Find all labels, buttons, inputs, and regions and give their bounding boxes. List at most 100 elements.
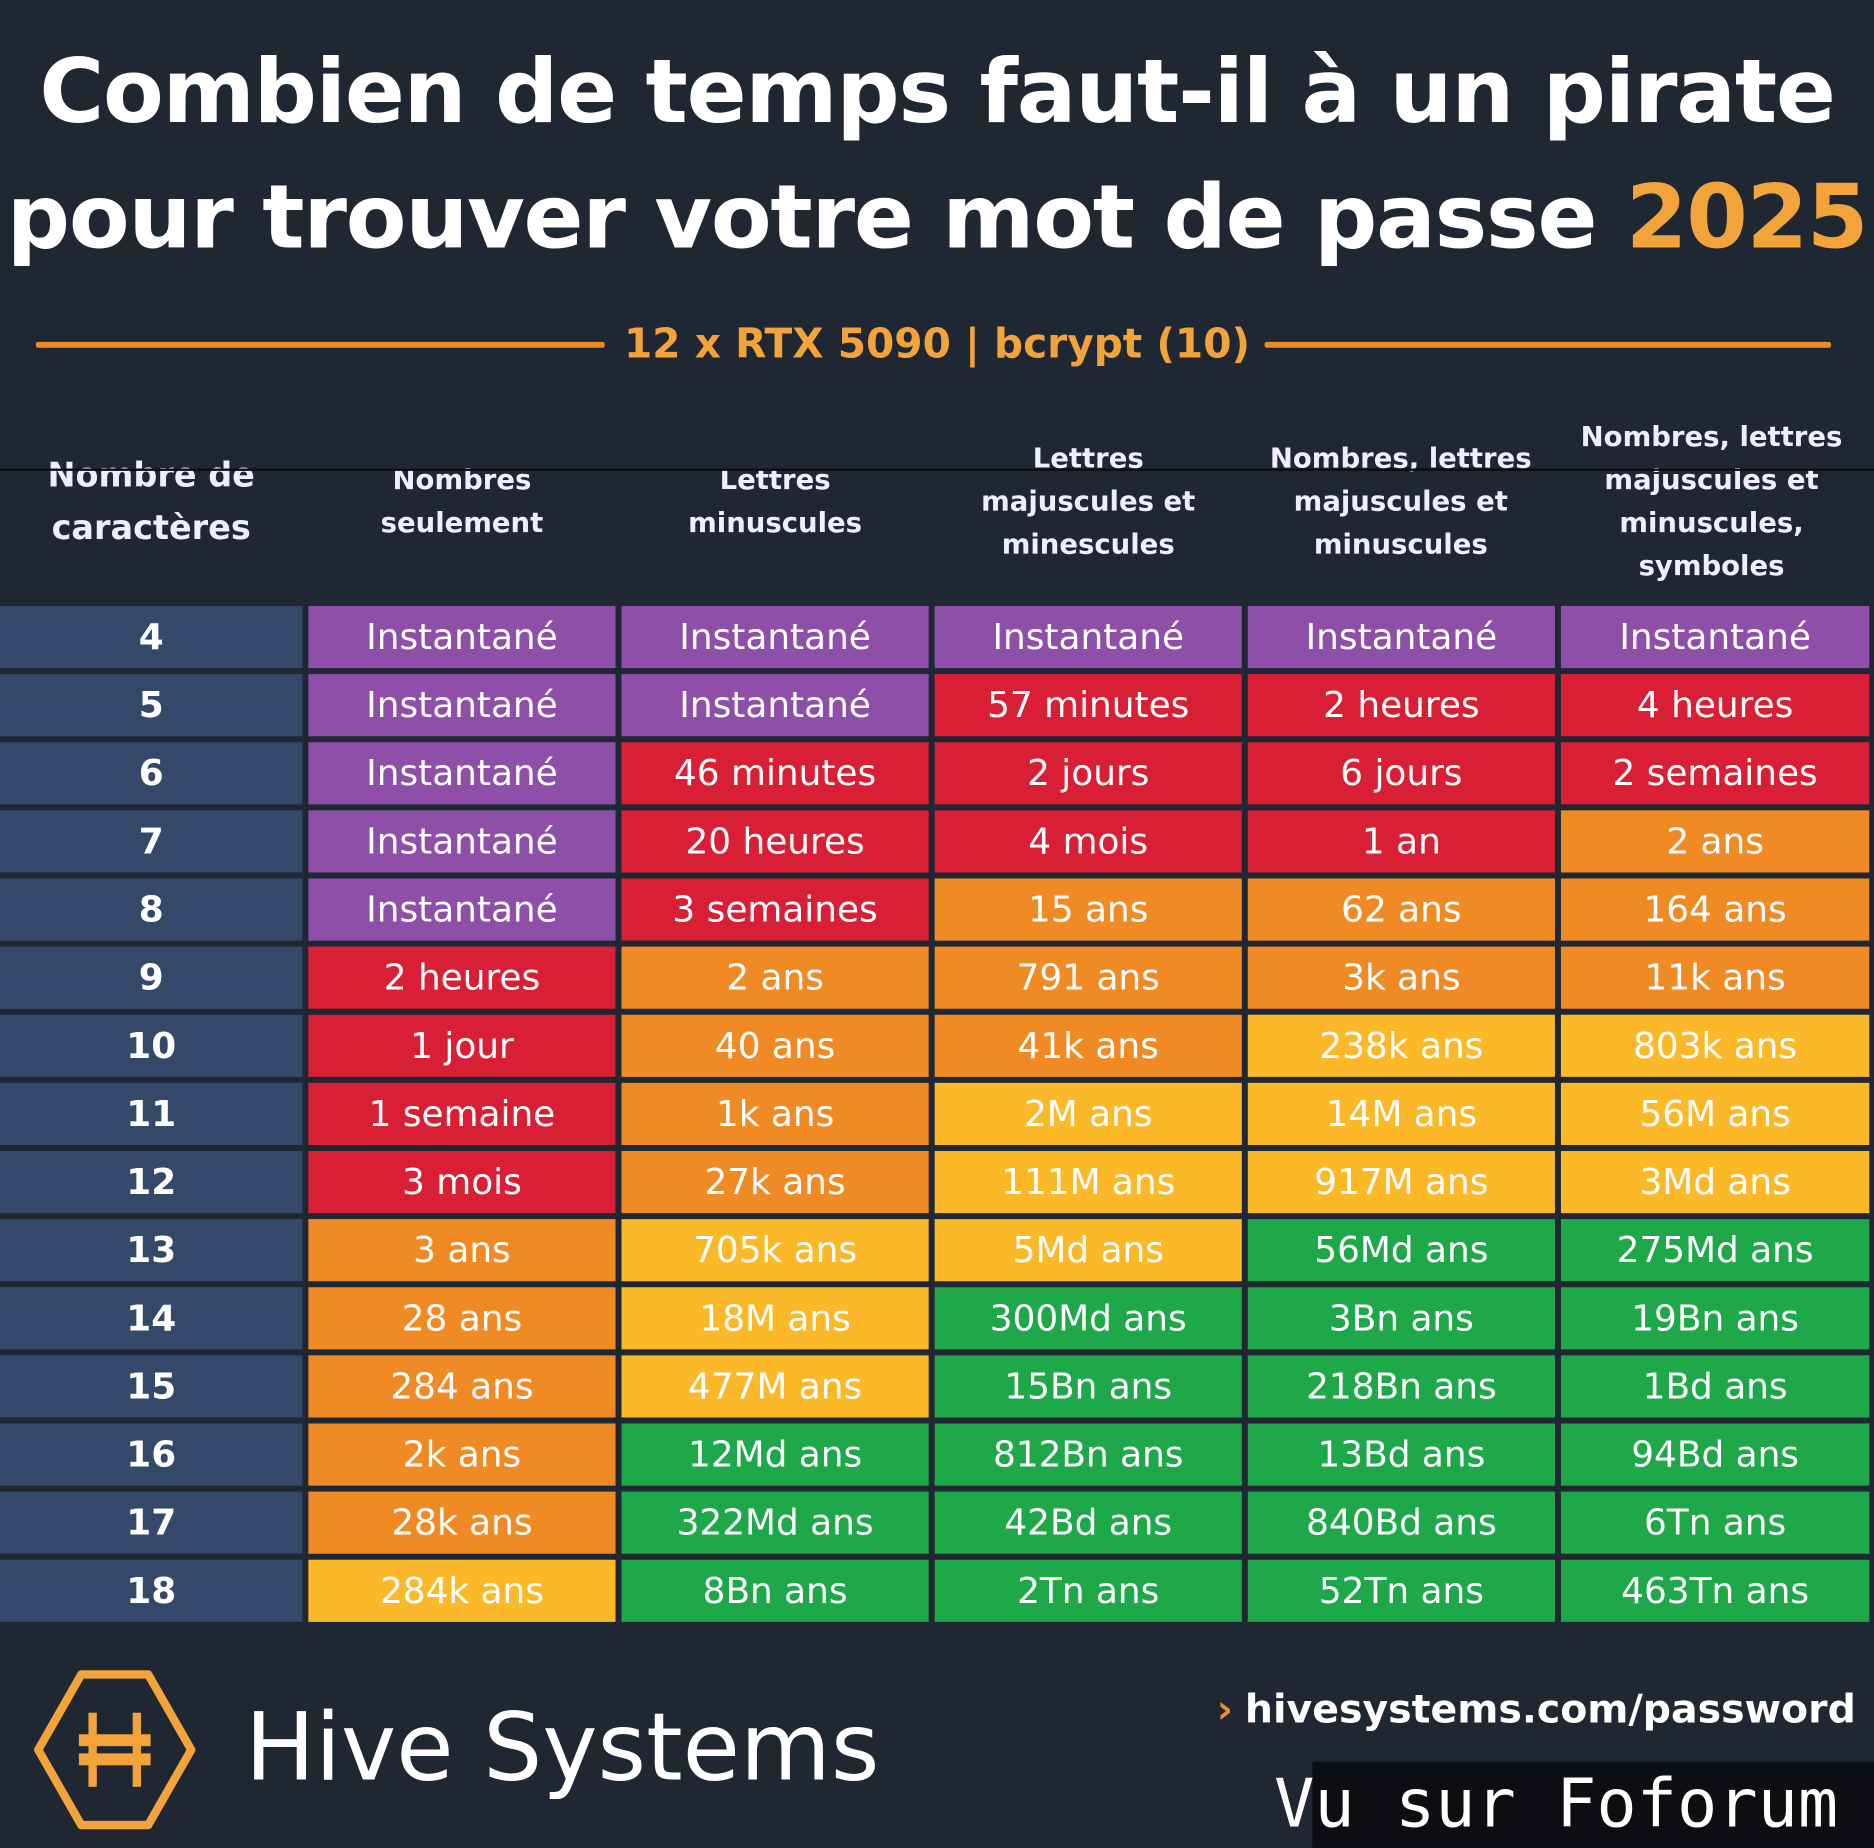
time-cell: 840Bd ans [1247,1491,1555,1554]
time-cell: 1 an [1247,810,1555,873]
title-text: pour trouver votre mot de passe [6,166,1598,269]
watermark-text: Vu sur Foforum [1274,1765,1839,1843]
time-cell: 1 semaine [308,1082,616,1146]
time-cell: 164 ans [1560,878,1870,941]
time-cell: 1 jour [308,1014,616,1077]
time-cell: 3 semaines [621,878,929,941]
time-cell: 20 heures [621,810,929,873]
time-cell: 2 ans [621,946,929,1009]
table-row: 5 Instantané Instantané 57 minutes 2 heures 4… [0,674,1874,737]
time-cell: 275Md ans [1560,1219,1870,1282]
time-cell: 1k ans [621,1082,929,1146]
table-row: 8 Instantané 3 semaines 15 ans 62 ans 164 ans [0,878,1874,941]
time-cell: 477M ans [621,1355,929,1418]
time-cell: 284 ans [308,1355,616,1418]
time-cell: 28k ans [308,1491,616,1554]
table-row: 6 Instantané 46 minutes 2 jours 6 jours 2 sem… [0,742,1874,805]
time-cell: 19Bn ans [1560,1287,1870,1350]
title-line-2: pour trouver votre mot de passe 2025 [0,173,1874,261]
watermark: Vu sur Foforum [1274,1761,1874,1848]
header-upper-lower: Lettres majuscules et minescules [981,443,1196,561]
time-cell: 14M ans [1247,1082,1555,1146]
row-length: 10 [0,1014,303,1077]
time-cell: 812Bn ans [934,1423,1242,1486]
row-length: 14 [0,1287,303,1350]
table-row: 18 284k ans 8Bn ans 2Tn ans 52Tn ans 463Tn an… [0,1559,1874,1622]
time-cell: Instantané [308,810,616,873]
time-cell: Instantané [621,605,929,669]
table-row: 10 1 jour 40 ans 41k ans 238k ans 803k ans [0,1014,1874,1077]
time-cell: 3 ans [308,1219,616,1282]
time-cell: 5Md ans [934,1219,1242,1282]
time-cell: 2Tn ans [934,1559,1242,1622]
time-cell: 4 mois [934,810,1242,873]
time-cell: 803k ans [1560,1014,1870,1077]
time-cell: 15 ans [934,878,1242,941]
time-cell: Instantané [308,878,616,941]
time-cell: 2k ans [308,1423,616,1486]
time-cell: 4 heures [1560,674,1870,737]
time-cell: 56Md ans [1247,1219,1555,1282]
row-length: 16 [0,1423,303,1486]
time-cell: 284k ans [308,1559,616,1622]
hive-logo-icon [34,1670,196,1830]
time-cell: 15Bn ans [934,1355,1242,1418]
time-cell: 6 jours [1247,742,1555,805]
table-row: 11 1 semaine 1k ans 2M ans 14M ans 56M ans [0,1082,1874,1146]
time-cell: 12Md ans [621,1423,929,1486]
time-cell: 705k ans [621,1219,929,1282]
time-cell: Instantané [308,605,616,669]
time-cell: 41k ans [934,1014,1242,1077]
time-cell: 28 ans [308,1287,616,1350]
table-row: 12 3 mois 27k ans 111M ans 917M ans 3Md ans [0,1150,1874,1214]
row-length: 7 [0,810,303,873]
time-cell: 94Bd ans [1560,1423,1870,1486]
time-cell: 2 heures [308,946,616,1009]
time-cell: 52Tn ans [1247,1559,1555,1622]
source-link[interactable]: › hivesystems.com/password [1217,1685,1856,1733]
time-cell: 3Bn ans [1247,1287,1555,1350]
time-cell: Instantané [308,742,616,805]
time-cell: 218Bn ans [1247,1355,1555,1418]
row-length: 8 [0,878,303,941]
table-row: 13 3 ans 705k ans 5Md ans 56Md ans 275Md ans [0,1219,1874,1282]
row-length: 6 [0,742,303,805]
time-cell: 42Bd ans [934,1491,1242,1554]
table-row: 14 28 ans 18M ans 300Md ans 3Bn ans 19Bn ans [0,1287,1874,1350]
title-line-1: Combien de temps faut-il à un pirate [39,40,1836,144]
time-cell: 322Md ans [621,1491,929,1554]
header-all: Nombres, lettres majuscules et minuscule… [1580,421,1843,583]
time-cell: 917M ans [1247,1150,1555,1214]
time-cell: Instantané [934,605,1242,669]
time-cell: 46 minutes [621,742,929,805]
chevron-right-icon: › [1216,1685,1233,1732]
password-table: 4 Instantané Instantané Instantané Instantan… [0,605,1874,1628]
header-length: Nombre de caractères [47,455,255,548]
time-cell: 2M ans [934,1082,1242,1146]
row-length: 5 [0,674,303,737]
time-cell: 3Md ans [1560,1150,1870,1214]
time-cell: 56M ans [1560,1082,1870,1146]
time-cell: Instantané [1560,605,1870,669]
title-year: 2025 [1625,166,1869,269]
brand-name: Hive Systems [245,1694,880,1803]
time-cell: 2 ans [1560,810,1870,873]
time-cell: 2 semaines [1560,742,1870,805]
time-cell: 3 mois [308,1150,616,1214]
time-cell: Instantané [621,674,929,737]
time-cell: 2 jours [934,742,1242,805]
time-cell: 300Md ans [934,1287,1242,1350]
row-length: 18 [0,1559,303,1622]
header-num-upper-lower: Nombres, lettres majuscules et minuscule… [1269,443,1532,561]
header-lowercase: Lettres minuscules [688,464,863,540]
time-cell: 238k ans [1247,1014,1555,1077]
time-cell: 11k ans [1560,946,1870,1009]
row-length: 4 [0,605,303,669]
time-cell: 57 minutes [934,674,1242,737]
time-cell: 3k ans [1247,946,1555,1009]
divider-left [35,341,605,348]
subtitle: 12 x RTX 5090 | bcrypt (10) [624,320,1251,369]
time-cell: Instantané [1247,605,1555,669]
